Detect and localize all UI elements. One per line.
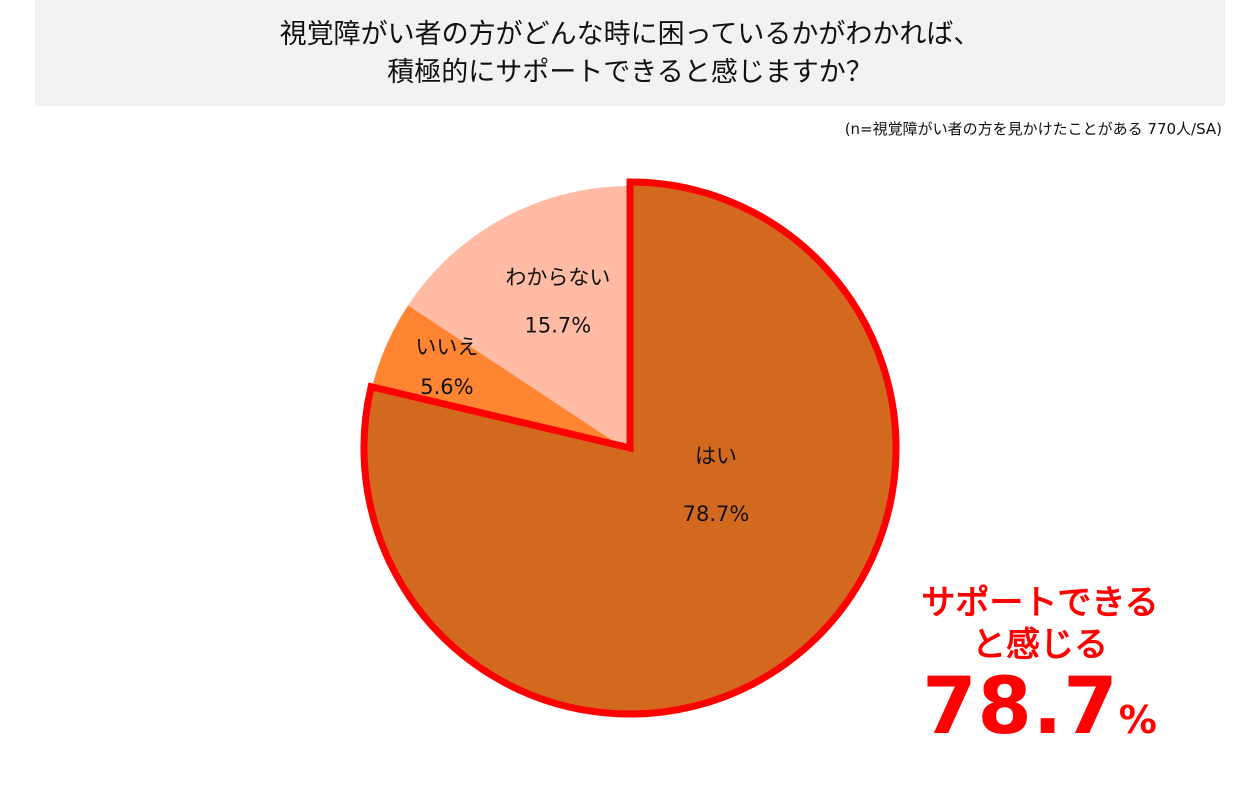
slice-unknown bbox=[408, 186, 630, 452]
chart-title-line2: 積極的にサポートできると感じますか？ bbox=[387, 57, 873, 88]
slice-no bbox=[371, 305, 630, 452]
callout-value: 78.7 bbox=[922, 662, 1119, 752]
chart-title-line1: 視覚障がい者の方がどんな時に困っているかがわかれば、 bbox=[279, 19, 981, 50]
slice-yes bbox=[360, 178, 900, 718]
slice-unknown-value-label: 15.7% bbox=[525, 314, 592, 338]
callout-value-block: 78.7% bbox=[895, 664, 1185, 763]
slice-yes-value-label: 78.7% bbox=[683, 502, 750, 526]
slice-no-label: いいえ bbox=[415, 335, 478, 359]
slice-yes-label: はい bbox=[695, 444, 737, 468]
slice-unknown-label: わからない bbox=[505, 266, 610, 290]
callout-unit: % bbox=[1118, 698, 1158, 742]
callout-line2: と感じる bbox=[972, 625, 1108, 665]
title-box: 視覚障がい者の方がどんな時に困っているかがわかれば、 積極的にサポートできると感… bbox=[35, 0, 1225, 106]
slice-no-value-label: 5.6% bbox=[420, 375, 473, 399]
callout-line1: サポートできる bbox=[921, 583, 1159, 623]
sample-size-note: (n=視覚障がい者の方を見かけたことがある 770人/SA) bbox=[844, 120, 1222, 138]
